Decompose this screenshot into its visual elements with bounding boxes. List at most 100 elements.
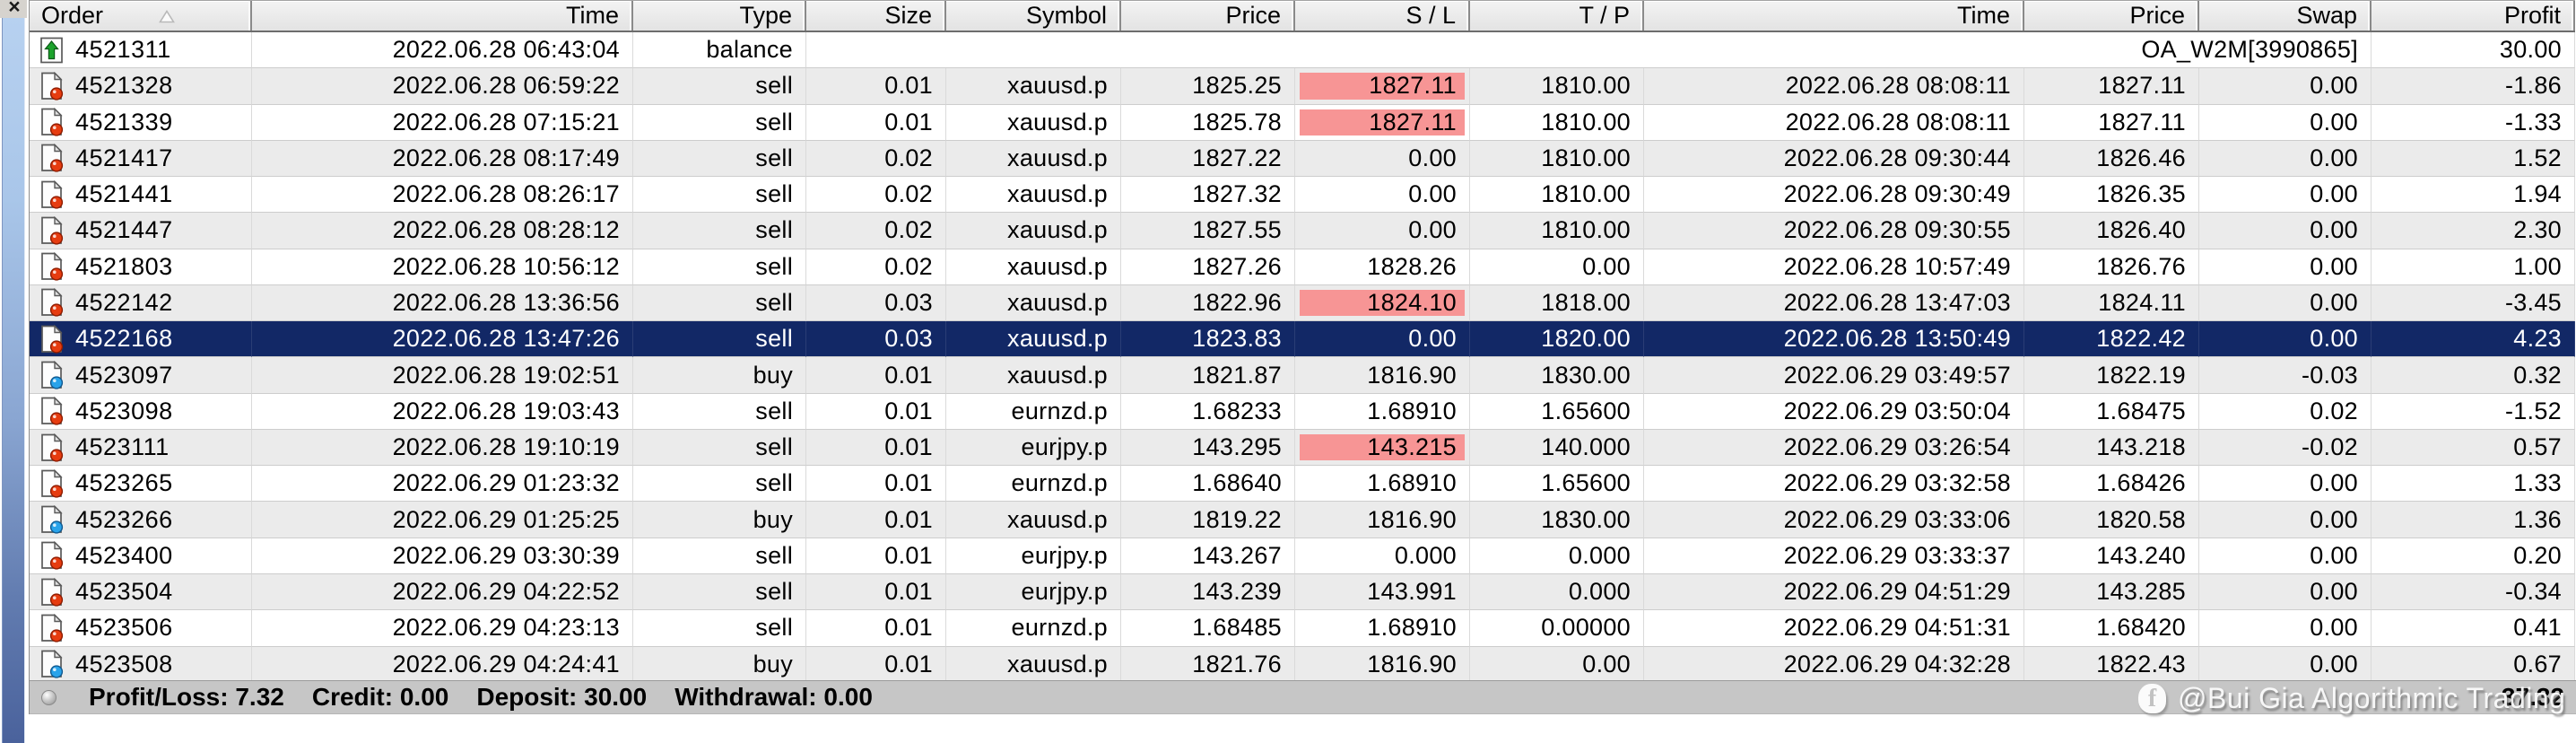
cell-open_time: 2022.06.29 01:25:25: [252, 502, 633, 538]
cell-close_time: 2022.06.29 04:51:29: [1644, 573, 2024, 611]
history-row[interactable]: 4523097 2022.06.28 19:02:51 buy 0.01 xauusd.…: [30, 357, 2575, 394]
order-number: 4523097: [75, 361, 173, 389]
history-row[interactable]: 4521803 2022.06.28 10:56:12 sell 0.02 xauusd…: [30, 249, 2575, 285]
cell-close_price: 143.285: [2024, 573, 2199, 611]
cell-type: sell: [633, 68, 806, 105]
cell-size: 0.01: [806, 502, 946, 538]
cell-tp: 0.00: [1470, 249, 1644, 285]
cell-sl: 143.215: [1295, 429, 1470, 467]
cell-close_price: 1826.76: [2024, 249, 2199, 285]
history-row[interactable]: 4521328 2022.06.28 06:59:22 sell 0.01 xauusd…: [30, 68, 2575, 105]
cell-tp: 0.00000: [1470, 610, 1644, 647]
column-header-close_time[interactable]: Time: [1644, 1, 2024, 31]
cell-tp: 0.00: [1470, 646, 1644, 683]
history-row[interactable]: 4522168 2022.06.28 13:47:26 sell 0.03 xauusd…: [30, 321, 2575, 358]
cell-size: 0.01: [806, 538, 946, 574]
cell-type: buy: [633, 357, 806, 394]
history-row[interactable]: 4521417 2022.06.28 08:17:49 sell 0.02 xauusd…: [30, 140, 2575, 178]
cell-profit: 0.20: [2371, 538, 2575, 574]
cell-symbol: xauusd.p: [946, 646, 1121, 683]
cell-account-note: OA_W2M[3990865]: [806, 32, 2371, 69]
cell-close_time: 2022.06.28 09:30:55: [1644, 213, 2024, 249]
column-header-profit[interactable]: Profit: [2371, 1, 2575, 31]
cell-profit: 4.23: [2371, 321, 2575, 358]
cell-open_time: 2022.06.29 01:23:32: [252, 466, 633, 503]
column-header-close_price[interactable]: Price: [2024, 1, 2199, 31]
panel-corner: ×: [0, 0, 27, 18]
history-row[interactable]: 4522142 2022.06.28 13:36:56 sell 0.03 xauusd…: [30, 284, 2575, 322]
cell-profit: 1.52: [2371, 140, 2575, 178]
cell-open_time: 2022.06.28 10:56:12: [252, 249, 633, 285]
order-number: 4521441: [75, 180, 173, 208]
cell-tp: 1820.00: [1470, 321, 1644, 358]
summary-item-credit: Credit: 0.00: [311, 683, 449, 711]
cell-close_price: 1822.19: [2024, 357, 2199, 394]
cell-order: 4521803: [30, 249, 252, 285]
history-row[interactable]: 4523508 2022.06.29 04:24:41 buy 0.01 xauusd.…: [30, 646, 2575, 683]
history-row[interactable]: 4521339 2022.06.28 07:15:21 sell 0.01 xauusd…: [30, 104, 2575, 141]
order-number: 4523098: [75, 397, 173, 424]
panel-left-rail: ×: [0, 0, 30, 743]
column-header-size[interactable]: Size: [806, 1, 946, 31]
cell-close_price: 1.68475: [2024, 393, 2199, 430]
cell-sl: 1.68910: [1295, 466, 1470, 503]
column-header-sl[interactable]: S / L: [1295, 1, 1470, 31]
sell-order-icon: [39, 397, 64, 425]
cell-sl: 0.000: [1295, 538, 1470, 574]
sell-order-icon: [39, 468, 64, 498]
history-row[interactable]: 4523400 2022.06.29 03:30:39 sell 0.01 eurjpy…: [30, 538, 2575, 574]
column-header-order[interactable]: Order: [30, 1, 252, 31]
cell-open_time: 2022.06.28 13:36:56: [252, 284, 633, 322]
order-number: 4522168: [75, 325, 173, 353]
cell-order: 4523098: [30, 393, 252, 430]
history-row[interactable]: 4523506 2022.06.29 04:23:13 sell 0.01 eurnzd…: [30, 610, 2575, 647]
cell-open_price: 1.68640: [1121, 466, 1295, 503]
cell-profit: 0.41: [2371, 610, 2575, 647]
cell-size: 0.01: [806, 429, 946, 467]
cell-order: 4523400: [30, 538, 252, 574]
cell-swap: 0.00: [2199, 573, 2371, 611]
cell-symbol: eurjpy.p: [946, 429, 1121, 467]
cell-close_time: 2022.06.29 03:49:57: [1644, 357, 2024, 394]
cell-close_price: 1827.11: [2024, 68, 2199, 105]
history-row[interactable]: 4521311 2022.06.28 06:43:04 balance OA_W2M[…: [30, 32, 2575, 69]
column-header-swap[interactable]: Swap: [2199, 1, 2371, 31]
sell-order-icon: [39, 613, 64, 642]
cell-open_time: 2022.06.28 06:43:04: [252, 32, 633, 69]
column-header-label: Size: [884, 2, 932, 29]
cell-close_time: 2022.06.28 13:50:49: [1644, 321, 2024, 358]
history-row[interactable]: 4523098 2022.06.28 19:03:43 sell 0.01 eurnzd…: [30, 393, 2575, 430]
cell-type: sell: [633, 393, 806, 430]
cell-type: buy: [633, 646, 806, 683]
cell-size: 0.03: [806, 321, 946, 358]
column-header-type[interactable]: Type: [633, 1, 806, 31]
history-row[interactable]: 4523265 2022.06.29 01:23:32 sell 0.01 eurnzd…: [30, 466, 2575, 503]
cell-open_time: 2022.06.29 04:23:13: [252, 610, 633, 647]
cell-size: 0.01: [806, 573, 946, 611]
cell-tp: 1.65600: [1470, 393, 1644, 430]
column-header-tp[interactable]: T / P: [1470, 1, 1644, 31]
sell-order-icon: [39, 288, 64, 318]
cell-open_price: 1827.22: [1121, 140, 1295, 178]
history-row[interactable]: 4521441 2022.06.28 08:26:17 sell 0.02 xauusd…: [30, 177, 2575, 214]
cell-size: 0.02: [806, 177, 946, 214]
history-row[interactable]: 4521447 2022.06.28 08:28:12 sell 0.02 xauusd…: [30, 213, 2575, 249]
cell-open_time: 2022.06.29 03:30:39: [252, 538, 633, 574]
history-row[interactable]: 4523504 2022.06.29 04:22:52 sell 0.01 eurjpy…: [30, 573, 2575, 611]
close-panel-button[interactable]: ×: [8, 0, 21, 18]
column-header-open_time[interactable]: Time: [252, 1, 633, 31]
history-row[interactable]: 4523266 2022.06.29 01:25:25 buy 0.01 xauusd.…: [30, 502, 2575, 538]
cell-symbol: eurjpy.p: [946, 538, 1121, 574]
cell-tp: 1810.00: [1470, 213, 1644, 249]
cell-size: 0.03: [806, 284, 946, 322]
table-header-row: Order Time Type Size Symbol Price S / L T / P Ti…: [30, 0, 2575, 32]
column-header-symbol[interactable]: Symbol: [946, 1, 1121, 31]
cell-swap: 0.00: [2199, 213, 2371, 249]
cell-type: sell: [633, 249, 806, 285]
history-row[interactable]: 4523111 2022.06.28 19:10:19 sell 0.01 eurjpy…: [30, 429, 2575, 467]
cell-symbol: xauusd.p: [946, 213, 1121, 249]
column-header-open_price[interactable]: Price: [1121, 1, 1295, 31]
cell-tp: 0.000: [1470, 573, 1644, 611]
cell-type: sell: [633, 610, 806, 647]
order-number: 4523506: [75, 614, 173, 642]
